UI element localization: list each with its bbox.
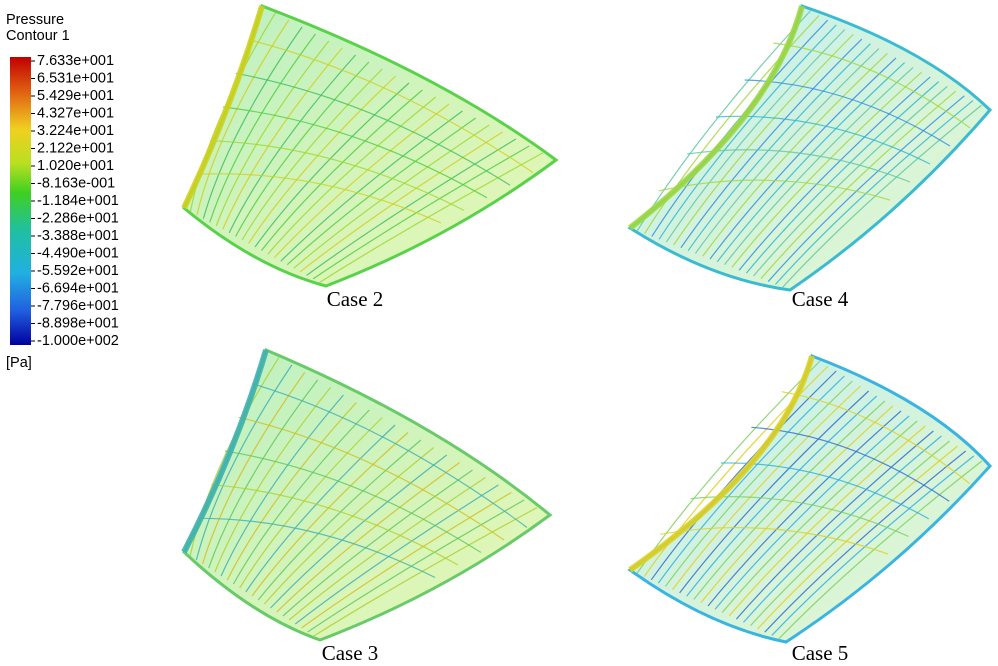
page: {"legend": {"title": "Pressure", "subtit… xyxy=(0,0,998,666)
legend-unit: [Pa] xyxy=(6,355,32,371)
legend-label: 4.327e+001 xyxy=(37,105,114,121)
legend-label: 3.224e+001 xyxy=(37,123,114,139)
legend-label: -2.286e+001 xyxy=(37,210,119,226)
legend-title: Pressure xyxy=(6,12,64,28)
case-label: Case 5 xyxy=(792,641,849,665)
legend-label: 1.020e+001 xyxy=(37,158,114,174)
blade-surface xyxy=(184,6,556,286)
legend-label: 5.429e+001 xyxy=(37,88,114,104)
color-bar xyxy=(10,57,31,345)
legend-label: 2.122e+001 xyxy=(37,140,114,156)
legend-label: -4.490e+001 xyxy=(37,245,119,261)
blades xyxy=(184,6,990,642)
legend-label: -6.694e+001 xyxy=(37,280,119,296)
blade-surface xyxy=(184,350,550,640)
case-label: Case 3 xyxy=(322,641,379,665)
legend-label: -3.388e+001 xyxy=(37,228,119,244)
figure: Pressure Contour 1 [Pa] Case 2 Case 4 Ca… xyxy=(0,0,998,666)
case-label: Case 2 xyxy=(327,287,384,311)
blade-surface xyxy=(630,356,990,642)
legend-label: -7.796e+001 xyxy=(37,298,119,314)
legend-label: -5.592e+001 xyxy=(37,263,119,279)
legend-label: -1.000e+002 xyxy=(37,333,119,349)
legend-label: 6.531e+001 xyxy=(37,70,114,86)
legend-label: 7.633e+001 xyxy=(37,53,114,69)
legend-label: -1.184e+001 xyxy=(37,193,119,209)
case-label: Case 4 xyxy=(792,287,849,311)
legend-label: -8.163e-001 xyxy=(37,175,115,191)
legend-subtitle: Contour 1 xyxy=(6,28,70,44)
legend-label: -8.898e+001 xyxy=(37,315,119,331)
